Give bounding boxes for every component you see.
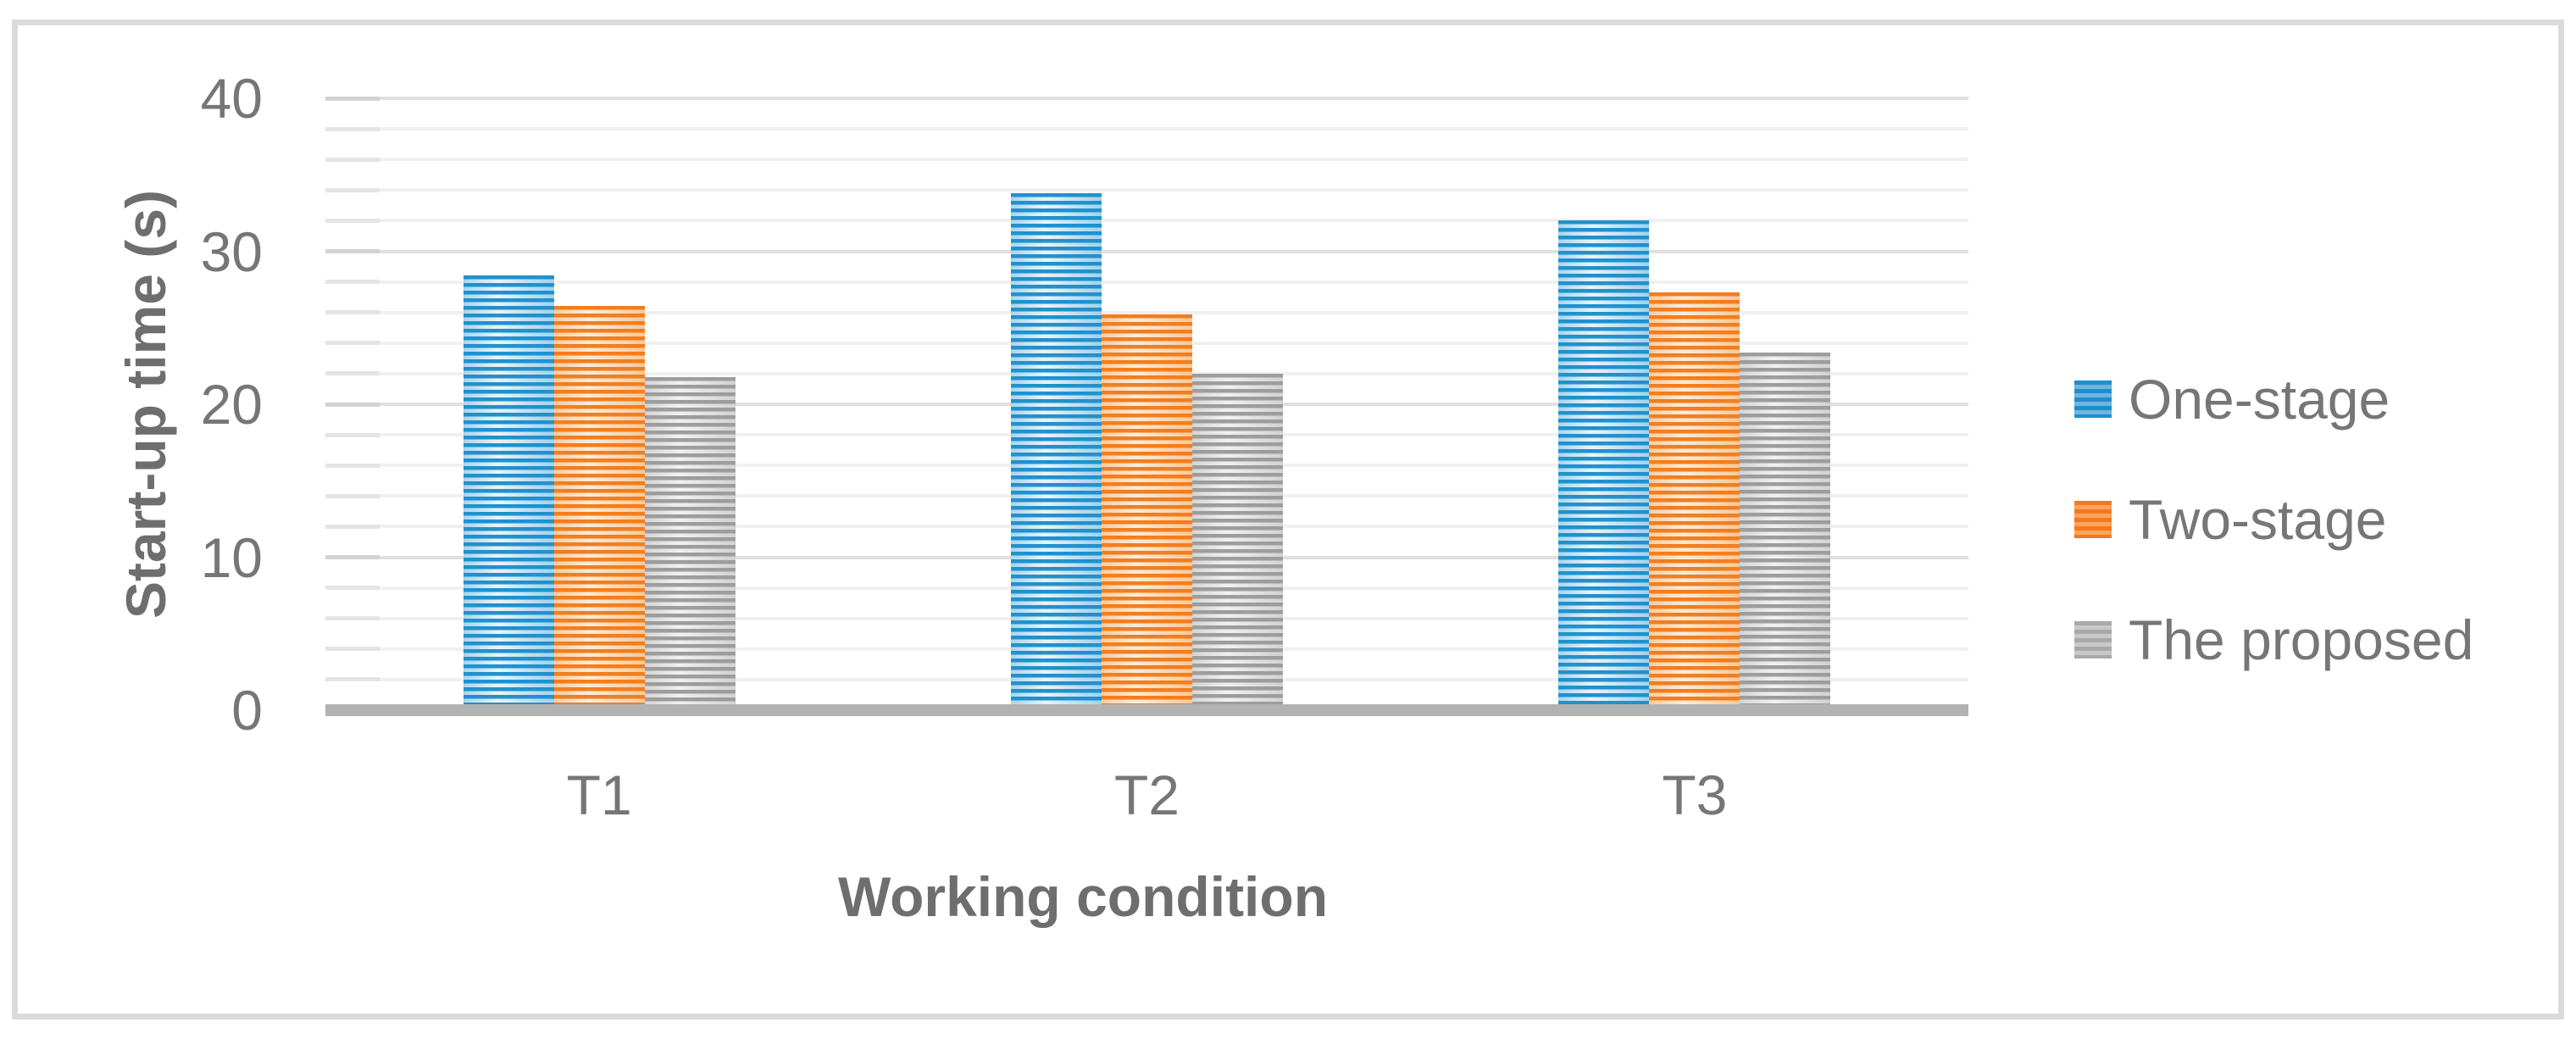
legend-swatch-the-proposed (2074, 621, 2112, 658)
minor-gridline (325, 158, 1968, 162)
y-axis-tick (325, 157, 380, 162)
minor-gridline (325, 127, 1968, 131)
chart-border (12, 19, 2564, 1020)
legend-item-two-stage: Two-stage (2074, 489, 2473, 550)
y-axis-tick (325, 677, 380, 682)
minor-gridline (325, 188, 1968, 192)
y-axis-tick (325, 402, 380, 407)
x-tick-label-t1: T1 (566, 764, 632, 826)
legend-swatch-one-stage (2074, 381, 2112, 418)
major-gridline (325, 97, 1968, 100)
bar-one-stage-t2 (1011, 192, 1102, 710)
x-tick-label-t3: T3 (1662, 764, 1728, 826)
legend-swatch-two-stage (2074, 501, 2112, 538)
bar-two-stage-t3 (1649, 292, 1740, 710)
x-axis-title: Working condition (837, 865, 1329, 928)
x-axis-line (325, 704, 1968, 716)
y-axis-tick (325, 218, 380, 223)
y-axis-tick (325, 432, 380, 437)
y-axis-tick (325, 341, 380, 346)
y-tick-label: 10 (200, 525, 263, 589)
major-gridline (325, 249, 1968, 253)
y-tick-label: 20 (200, 373, 263, 436)
y-axis-tick (325, 555, 380, 559)
minor-gridline (325, 280, 1968, 284)
y-axis-tick (325, 616, 380, 621)
bar-the-proposed-t2 (1192, 373, 1283, 710)
legend-item-the-proposed: The proposed (2074, 609, 2473, 670)
bar-two-stage-t2 (1102, 314, 1192, 710)
legend-label: One-stage (2129, 368, 2390, 431)
y-axis-tick (325, 187, 380, 192)
y-axis-tick (325, 371, 380, 376)
bar-the-proposed-t1 (644, 376, 736, 710)
minor-gridline (325, 219, 1968, 223)
y-axis-tick (325, 493, 380, 498)
legend-label: The proposed (2129, 608, 2474, 671)
y-tick-label: 0 (231, 679, 263, 742)
bar-two-stage-t1 (553, 306, 645, 710)
y-tick-label: 40 (200, 67, 263, 130)
y-tick-label: 30 (200, 219, 263, 283)
y-axis-tick (325, 647, 380, 652)
bar-one-stage-t3 (1558, 220, 1650, 710)
bar-one-stage-t1 (463, 275, 554, 710)
y-axis-tick (325, 126, 380, 131)
legend-item-one-stage: One-stage (2074, 369, 2473, 430)
bar-the-proposed-t3 (1740, 352, 1831, 710)
y-axis-tick (325, 310, 380, 315)
minor-gridline (325, 310, 1968, 314)
y-axis-tick (325, 280, 380, 285)
legend: One-stage Two-stage The proposed (2074, 369, 2473, 730)
legend-label: Two-stage (2129, 488, 2387, 551)
y-axis-tick (325, 524, 380, 529)
y-axis-tick (325, 586, 380, 591)
y-axis-tick (325, 249, 380, 253)
y-axis-tick (325, 463, 380, 468)
x-tick-label-t2: T2 (1113, 764, 1180, 826)
y-axis-tick (325, 96, 380, 101)
